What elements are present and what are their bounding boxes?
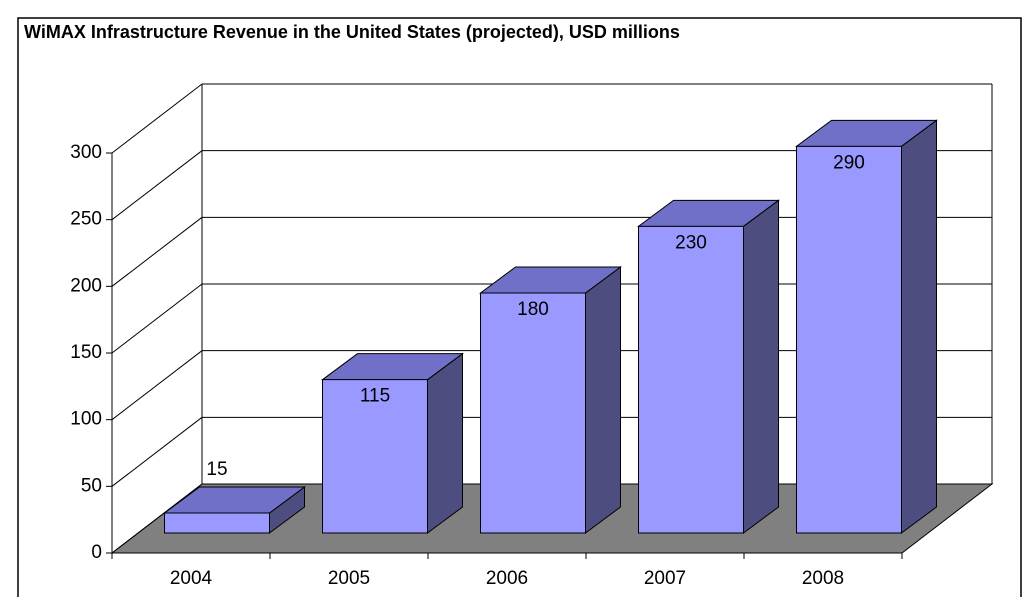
bar [320,352,465,534]
grid-line [111,350,203,421]
chart-title: WiMAX Infrastructure Revenue in the Unit… [24,22,680,42]
grid-line [111,216,203,287]
x-tick-label: 2007 [644,568,686,589]
bar-front [638,225,744,534]
bar [636,199,781,534]
grid-line [111,416,203,487]
value-label: 230 [675,232,707,253]
grid-line [111,83,203,154]
bar [478,266,623,534]
grid-line [111,150,203,221]
bar-side [743,199,779,534]
x-tick-label: 2005 [328,568,370,589]
grid-line [111,483,203,554]
bar [794,119,939,534]
grid-line [111,283,203,354]
bar [162,486,307,534]
bar-front [480,292,586,534]
value-label: 15 [206,459,227,480]
bar-side [585,266,621,534]
x-tick-label: 2004 [170,568,213,589]
value-label: 180 [517,299,549,320]
bar-front [322,379,428,534]
value-label: 115 [360,386,390,407]
x-tick-label: 2006 [486,568,528,589]
bar-front [796,145,902,534]
y-tick-label: 50 [81,475,102,496]
y-tick-label: 150 [70,342,102,363]
y-tick-label: 200 [70,275,102,296]
y-tick-label: 100 [70,409,102,430]
bar-front [164,512,270,534]
x-tick-label: 2008 [802,568,844,589]
y-tick-label: 0 [91,542,102,563]
y-tick-label: 300 [70,142,102,163]
value-label: 290 [833,152,865,173]
bar-side [901,119,937,534]
bar-side [427,352,463,534]
y-tick-label: 250 [70,209,102,230]
